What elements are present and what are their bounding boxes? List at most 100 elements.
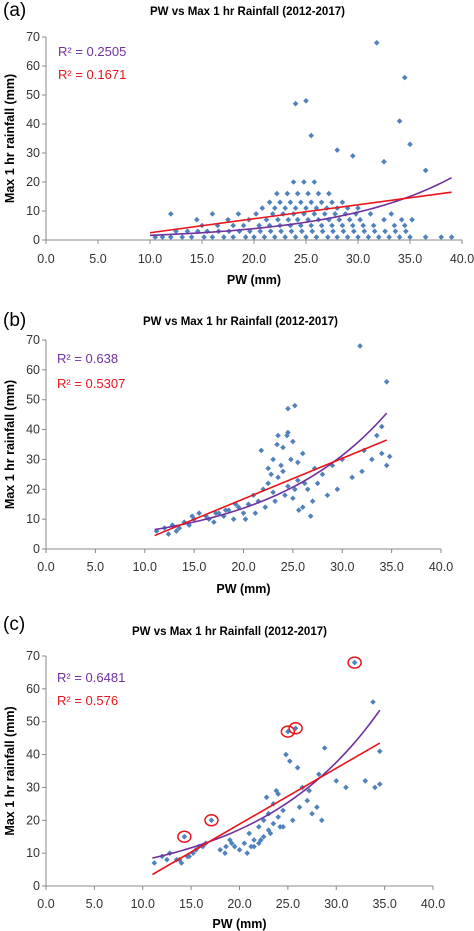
chart-title-a: PW vs Max 1 hr Rainfall (2012-2017) [150, 6, 345, 18]
data-point [285, 405, 291, 412]
data-point [407, 234, 413, 240]
data-point [334, 234, 340, 240]
x-tick-label: 40.0 [421, 897, 445, 911]
data-point [309, 498, 316, 505]
data-point [386, 453, 393, 460]
x-tick-label: 25.0 [276, 897, 300, 911]
data-point [274, 190, 280, 197]
x-tick-label: 40.0 [429, 560, 453, 574]
data-point [344, 234, 351, 240]
data-point [318, 199, 325, 206]
x-tick-label: 25.0 [294, 252, 318, 266]
data-point [383, 379, 390, 385]
data-point [292, 100, 299, 107]
data-point [311, 179, 318, 185]
data-point [184, 228, 191, 235]
data-point [290, 495, 296, 502]
data-point [211, 519, 217, 525]
data-point [241, 840, 248, 847]
r2-linear-c: R² = 0.576 [57, 693, 119, 708]
data-point [282, 205, 288, 211]
data-point [357, 343, 363, 349]
data-point [260, 833, 267, 840]
data-point [326, 190, 332, 197]
x-axis-title: PW (mm) [212, 917, 266, 931]
r2-linear-a: R² = 0.1671 [58, 67, 127, 82]
data-point [409, 216, 415, 223]
data-point [303, 98, 309, 104]
data-point [398, 216, 405, 223]
data-point [282, 492, 288, 499]
data-point [252, 510, 259, 516]
data-point [313, 205, 320, 211]
data-point [362, 778, 369, 784]
data-point [290, 438, 296, 445]
x-tick-label: 15.0 [190, 252, 214, 266]
chart-title-b: PW vs Max 1 hr Rainfall (2012-2017) [143, 316, 338, 328]
data-point [280, 807, 286, 814]
x-tick-label: 5.0 [89, 252, 106, 266]
data-point [253, 211, 259, 217]
x-tick-label: 15.0 [182, 560, 206, 574]
data-point [359, 468, 365, 475]
data-point [165, 531, 172, 537]
data-point [369, 456, 375, 463]
data-point [344, 205, 351, 211]
data-point [346, 216, 353, 223]
data-point [266, 199, 273, 206]
highlight-circle [347, 656, 362, 669]
panel-label-c: (c) [3, 614, 26, 635]
data-point [402, 74, 408, 81]
data-point [265, 480, 271, 487]
data-point [342, 211, 349, 217]
x-tick-label: 20.0 [231, 560, 255, 574]
x-tick-label: 10.0 [138, 252, 162, 266]
data-point [355, 205, 361, 211]
data-point [280, 824, 286, 830]
data-point [381, 216, 387, 223]
data-point [274, 441, 280, 448]
r2-linear-b: R² = 0.5307 [57, 376, 126, 391]
data-point [213, 510, 219, 516]
data-point [288, 456, 294, 463]
data-point [248, 843, 254, 850]
x-tick-label: 0.0 [37, 252, 54, 266]
x-tick-label: 35.0 [379, 560, 403, 574]
data-point [196, 510, 202, 516]
data-point [325, 234, 331, 240]
data-point [258, 447, 265, 454]
data-point [151, 860, 158, 866]
chart-panel-a: 0 10 20 30 40 50 60 70 0.0 5.0 10.0 15.0 20.0 25.0 30.… [0, 0, 474, 308]
data-point [189, 513, 195, 519]
data-point [263, 216, 270, 223]
data-point [309, 228, 316, 235]
data-point [209, 211, 216, 217]
data-point [308, 199, 314, 206]
data-point [304, 486, 311, 493]
data-point [448, 234, 455, 240]
data-point [201, 234, 207, 240]
data-point [159, 234, 166, 240]
data-point [304, 797, 311, 804]
data-point [318, 222, 325, 229]
data-point [284, 432, 290, 439]
data-point [228, 840, 235, 847]
data-point [372, 784, 378, 791]
data-point [388, 211, 395, 217]
r2-exponential-c: R² = 0.6481 [57, 670, 126, 685]
x-tick-label: 0.0 [37, 897, 54, 911]
data-point [351, 659, 358, 666]
linear-trendline [154, 439, 387, 537]
data-point [242, 516, 249, 522]
data-point [334, 486, 341, 493]
data-point [152, 234, 158, 240]
data-point [343, 784, 349, 791]
data-point [209, 234, 216, 240]
data-point [263, 794, 270, 801]
data-point [272, 498, 278, 505]
data-point [278, 228, 284, 235]
y-tick-label: 20 [26, 813, 40, 827]
data-point [287, 758, 293, 764]
data-point [329, 199, 335, 206]
r2-exponential-a: R² = 0.2505 [58, 44, 127, 59]
